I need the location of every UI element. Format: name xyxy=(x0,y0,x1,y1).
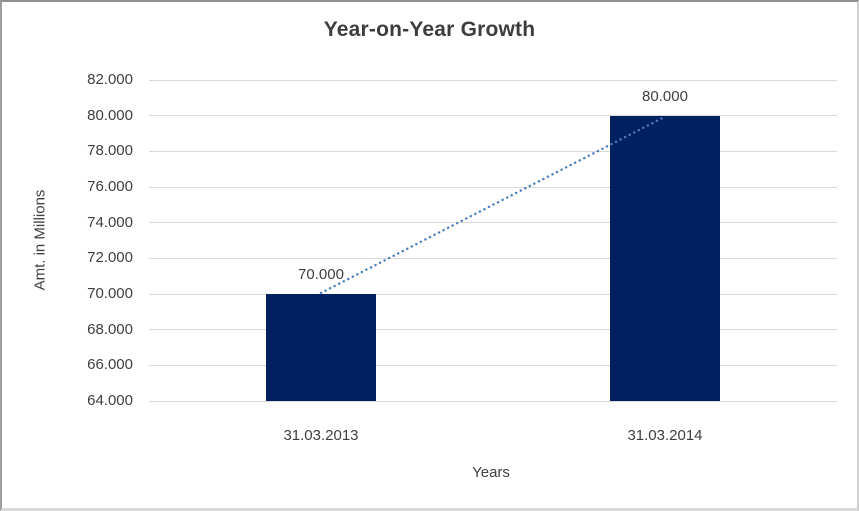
y-axis-tick-label: 76.000 xyxy=(87,178,133,195)
chart-title: Year-on-Year Growth xyxy=(323,18,536,41)
y-axis-title: Amt. in Millions xyxy=(31,189,49,291)
gridline xyxy=(149,400,837,402)
y-axis-tick-label: 68.000 xyxy=(87,320,133,338)
gridline xyxy=(149,115,837,117)
x-axis-category-label: 31.03.2013 xyxy=(283,427,359,444)
y-axis-tick-label: 66.000 xyxy=(87,356,133,374)
gridline xyxy=(149,293,837,295)
x-axis-title: Years xyxy=(472,464,510,481)
gridline xyxy=(149,79,837,81)
gridline xyxy=(149,186,837,188)
bar-data-label: 80.000 xyxy=(642,87,688,105)
y-axis-tick-label: 64.000 xyxy=(87,392,133,409)
y-axis-tick-label: 70.000 xyxy=(87,285,133,302)
y-axis-tick-label: 78.000 xyxy=(87,142,133,160)
gridline xyxy=(149,257,837,259)
bar-data-label: 70.000 xyxy=(298,266,344,283)
gridline xyxy=(149,329,837,331)
bar xyxy=(610,115,720,401)
y-axis-tick-label: 80.000 xyxy=(87,106,133,124)
y-axis-tick-label: 72.000 xyxy=(87,249,133,267)
gridline xyxy=(149,364,837,366)
gridline xyxy=(149,150,837,152)
x-axis-category-label: 31.03.2014 xyxy=(627,427,703,444)
gridline xyxy=(149,222,837,224)
y-axis-tick-label: 82.000 xyxy=(87,71,133,88)
bar xyxy=(266,294,376,401)
y-axis-tick-label: 74.000 xyxy=(87,213,133,231)
